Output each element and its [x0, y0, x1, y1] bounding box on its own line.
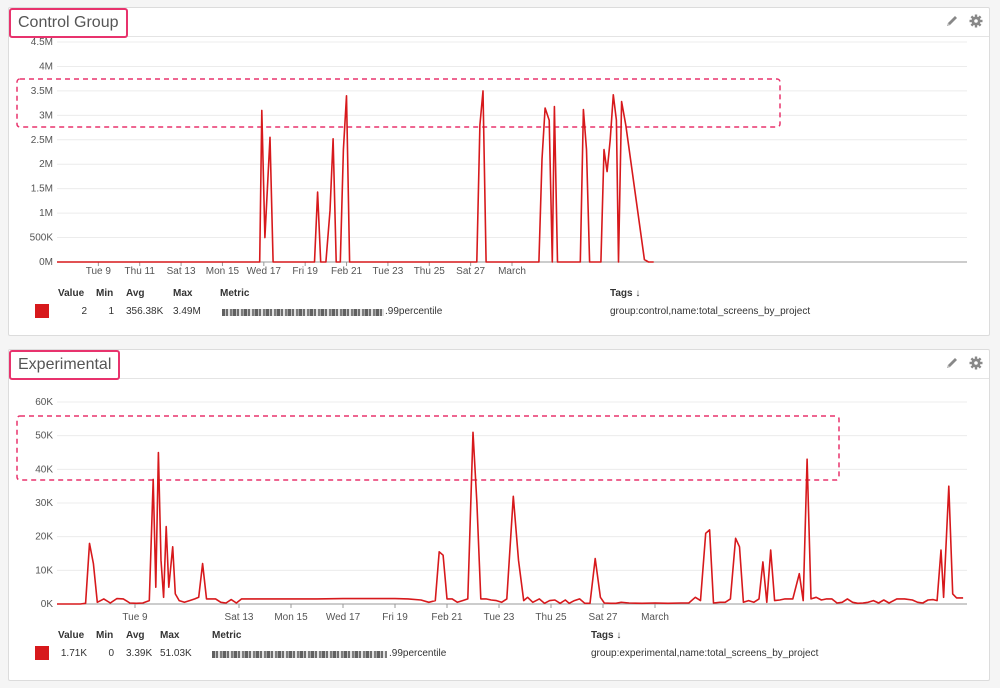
legend-avg: 3.39K [126, 648, 153, 659]
legend-header-value: Value [58, 630, 85, 641]
experimental-panel: Experimental 0K 10K 20K 30K 40K 50K 60K Tue 9 Sa… [8, 349, 990, 681]
pencil-icon[interactable] [945, 356, 959, 370]
y-tick-label: 40K [35, 464, 53, 475]
y-tick-label: 1.5M [31, 184, 53, 195]
series-line[interactable] [57, 90, 654, 263]
legend-header-avg: Avg [126, 288, 145, 299]
legend-header-min: Min [96, 288, 114, 299]
legend-color-swatch [35, 646, 49, 660]
legend-tags: group:experimental,name:total_screens_by… [591, 648, 819, 659]
gear-icon[interactable] [969, 14, 983, 28]
x-tick-label: Sat 27 [456, 266, 485, 277]
legend-header-max: Max [173, 288, 193, 299]
highlight-box [16, 78, 781, 128]
legend-header-max: Max [160, 630, 180, 641]
y-tick-label: 30K [35, 498, 53, 509]
legend-metric-suffix: .99percentile [385, 306, 443, 317]
panel-title[interactable]: Control Group [9, 8, 128, 38]
series-line[interactable] [57, 431, 964, 605]
legend-header-min: Min [96, 630, 114, 641]
y-tick-label: 10K [35, 565, 53, 576]
x-tick-label: Mon 15 [206, 266, 240, 277]
highlight-box [16, 415, 840, 481]
panel-header: Experimental [9, 350, 989, 380]
x-tick-label: Thu 11 [125, 266, 156, 277]
legend-max: 51.03K [160, 648, 192, 659]
redacted-metric-name [212, 651, 387, 658]
x-tick-label: Thu 25 [414, 266, 446, 277]
experimental-chart[interactable]: 0K 10K 20K 30K 40K 50K 60K Tue 9 Sat 13 Mon 15 Wed… [9, 378, 989, 638]
redacted-metric-name [222, 309, 384, 316]
y-tick-label: 2M [39, 159, 53, 170]
x-tick-label: Fri 19 [382, 612, 408, 623]
legend-header-value: Value [58, 288, 85, 299]
legend-max: 3.49M [173, 306, 201, 317]
x-tick-label: March [641, 612, 669, 623]
legend-avg: 356.38K [126, 306, 164, 317]
legend-header-metric: Metric [220, 288, 250, 299]
legend-min: 0 [108, 648, 114, 659]
x-tick-label: Feb 21 [331, 266, 363, 277]
y-tick-label: 50K [35, 431, 53, 442]
x-tick-label: Sat 13 [167, 266, 196, 277]
pencil-icon[interactable] [945, 14, 959, 28]
panel-tools [945, 356, 983, 370]
y-tick-label: 2.5M [31, 135, 53, 146]
gear-icon[interactable] [969, 356, 983, 370]
legend-value: 1.71K [60, 648, 87, 659]
y-tick-label: 500K [30, 233, 54, 244]
control-group-chart[interactable]: 0M 500K 1M 1.5M 2M 2.5M 3M 3.5M 4M 4.5M Tue 9 Thu 1… [9, 36, 989, 291]
y-tick-label: 1M [39, 208, 53, 219]
y-tick-label: 3M [39, 110, 53, 121]
y-tick-label: 4.5M [31, 37, 53, 48]
y-tick-label: 20K [35, 532, 53, 543]
legend-header-avg: Avg [126, 630, 145, 641]
legend-metric-suffix: .99percentile [389, 648, 447, 659]
legend-header-tags[interactable]: Tags ↓ [591, 630, 622, 641]
legend-color-swatch [35, 304, 49, 318]
y-tick-label: 4M [39, 61, 53, 72]
x-tick-label: Wed 17 [326, 612, 361, 623]
x-tick-label: Tue 23 [484, 612, 515, 623]
legend-min: 1 [108, 306, 114, 317]
control-group-panel: Control Group 0M 500K 1M 1.5M 2M 2.5M 3M 3.5M 4M… [8, 7, 990, 336]
panel-header: Control Group [9, 8, 989, 38]
panel-title[interactable]: Experimental [9, 350, 121, 380]
x-tick-label: Thu 25 [535, 612, 567, 623]
y-tick-label: 0M [39, 257, 53, 268]
x-tick-label: Mon 15 [274, 612, 308, 623]
legend-header-metric: Metric [212, 630, 242, 641]
y-tick-label: 3.5M [31, 86, 53, 97]
x-tick-label: Feb 21 [431, 612, 463, 623]
x-tick-label: Tue 9 [86, 266, 112, 277]
panel-tools [945, 14, 983, 28]
x-tick-label: Tue 9 [122, 612, 148, 623]
x-tick-label: Fri 19 [292, 266, 318, 277]
legend-value: 2 [81, 306, 87, 317]
legend-header-tags[interactable]: Tags ↓ [610, 288, 641, 299]
legend-tags: group:control,name:total_screens_by_proj… [610, 306, 811, 317]
x-tick-label: Sat 13 [225, 612, 254, 623]
x-tick-label: Tue 23 [373, 266, 404, 277]
y-tick-label: 0K [41, 599, 54, 610]
x-tick-label: Sat 27 [589, 612, 618, 623]
x-tick-label: Wed 17 [247, 266, 282, 277]
x-tick-label: March [498, 266, 526, 277]
y-tick-label: 60K [35, 397, 53, 408]
